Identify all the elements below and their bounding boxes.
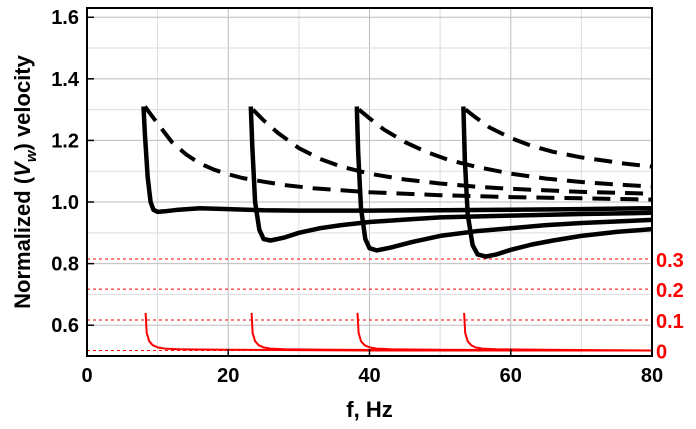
dashed-series-line	[251, 108, 653, 196]
y-axis-title: Normalized (Vw) velocity	[10, 54, 40, 309]
y-tick-label: 0.8	[51, 254, 79, 276]
x-axis-title: f, Hz	[346, 397, 392, 422]
x-tick-label: 20	[217, 365, 239, 387]
y-tick-label: 1.0	[51, 192, 79, 214]
solid-series-line	[248, 106, 653, 243]
x-tick-label: 0	[81, 365, 92, 387]
red-series-line	[463, 312, 653, 352]
tick-labels: 0 20 40 60 80 0.6 0.8 1.0 1.2 1.4 1.6 0 0.1 0.2 0.3	[51, 7, 684, 387]
axis-ticks	[86, 16, 653, 356]
solid-series-line	[141, 106, 653, 215]
y-tick-label: 1.2	[51, 130, 79, 152]
y-axis-title-subscript: w	[23, 149, 40, 162]
right-axis-tick-label: 0.1	[656, 311, 684, 333]
right-axis-tick-label: 0.2	[656, 280, 684, 302]
y-tick-label: 0.6	[51, 315, 79, 337]
y-axis-title-variable: V	[10, 160, 35, 177]
right-axis-tick-label: 0	[656, 341, 667, 363]
dashed-series-line	[143, 105, 653, 202]
right-axis-tick-label: 0.3	[656, 250, 684, 272]
x-tick-label: 40	[358, 365, 380, 387]
y-tick-label: 1.6	[51, 7, 79, 29]
y-axis-title-text: ) velocity	[10, 54, 35, 150]
solid-series-line	[354, 106, 653, 253]
x-tick-label: 60	[500, 365, 522, 387]
dashed-series-line	[464, 108, 653, 169]
x-tick-label: 80	[641, 365, 663, 387]
y-axis-title-text: Normalized (	[10, 176, 35, 309]
y-tick-label: 1.4	[51, 69, 80, 91]
series-lines	[141, 105, 653, 352]
solid-series-line	[461, 106, 653, 259]
dashed-series-line	[357, 108, 653, 189]
